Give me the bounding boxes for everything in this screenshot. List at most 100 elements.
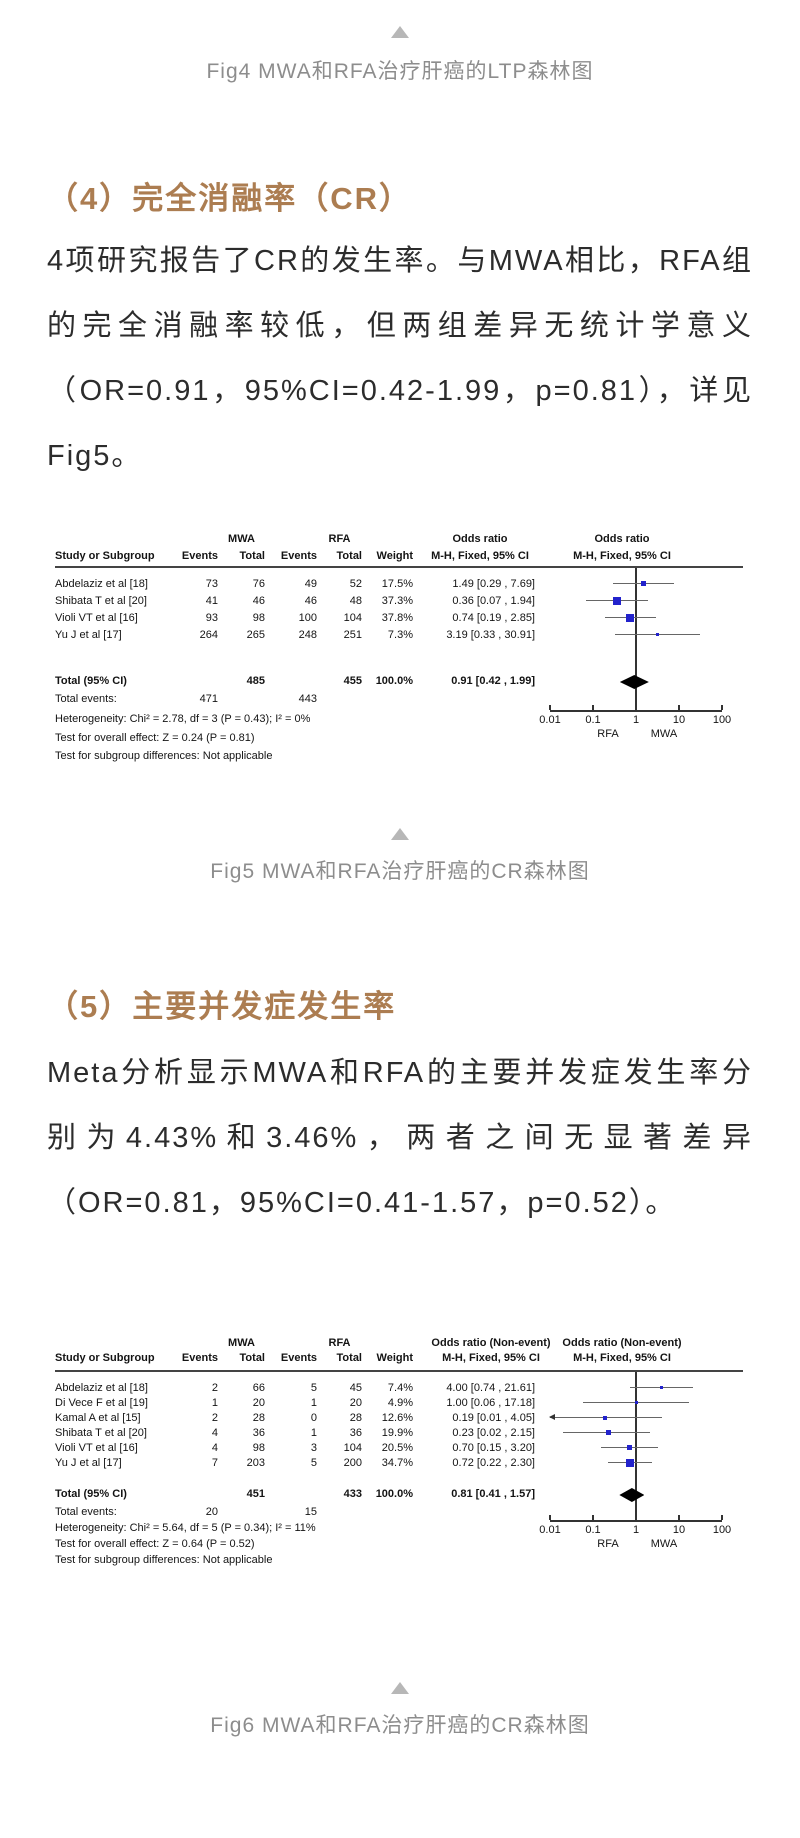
total-events-label: Total events: bbox=[55, 1506, 117, 1518]
triangle-up-icon bbox=[391, 1682, 409, 1694]
row-weight: 20.5% bbox=[381, 1442, 413, 1454]
total-events2: 15 bbox=[304, 1506, 317, 1518]
total-total1: 451 bbox=[246, 1488, 265, 1500]
row-weight: 7.3% bbox=[387, 629, 413, 641]
row-events1: 73 bbox=[205, 578, 218, 590]
row-weight: 37.3% bbox=[381, 595, 413, 607]
heterogeneity-text: Heterogeneity: Chi² = 2.78, df = 3 (P = … bbox=[55, 713, 311, 725]
effect-square bbox=[656, 633, 660, 636]
plot-effect-subheader: M-H, Fixed, 95% CI bbox=[573, 550, 671, 562]
row-events2: 5 bbox=[310, 1382, 317, 1394]
row-study: Abdelaziz et al [18] bbox=[55, 578, 148, 590]
row-total2: 200 bbox=[343, 1457, 362, 1469]
effect-header: Odds ratio bbox=[452, 533, 508, 545]
effect-subheader: M-H, Fixed, 95% CI bbox=[431, 550, 529, 562]
row-events2: 46 bbox=[304, 595, 317, 607]
row-total1: 98 bbox=[252, 1442, 265, 1454]
total1-header: Total bbox=[239, 550, 265, 562]
effect-square bbox=[606, 1430, 612, 1435]
axis-left-group-label: RFA bbox=[597, 728, 619, 740]
x-axis-tick bbox=[635, 1515, 637, 1520]
triangle-up-icon bbox=[391, 26, 409, 38]
total-total2: 455 bbox=[343, 675, 362, 687]
row-events1: 4 bbox=[211, 1442, 218, 1454]
x-axis-tick bbox=[721, 1515, 723, 1520]
x-axis-tick-label: 100 bbox=[712, 1524, 732, 1536]
events1-header: Events bbox=[181, 1352, 218, 1364]
row-total2: 28 bbox=[349, 1412, 362, 1424]
row-events1: 1 bbox=[211, 1397, 218, 1409]
total-weight: 100.0% bbox=[375, 1488, 413, 1500]
plot-effect-header: Odds ratio bbox=[594, 533, 650, 545]
x-axis-tick bbox=[549, 1515, 551, 1520]
x-axis-tick-label: 0.1 bbox=[585, 714, 601, 726]
events2-header: Events bbox=[280, 1352, 317, 1364]
row-total2: 36 bbox=[349, 1427, 362, 1439]
study-header: Study or Subgroup bbox=[55, 550, 155, 562]
total-weight: 100.0% bbox=[375, 675, 413, 687]
x-axis-tick-label: 100 bbox=[712, 714, 732, 726]
x-axis-tick bbox=[549, 705, 551, 710]
row-events1: 2 bbox=[211, 1412, 218, 1424]
row-effect-label: 0.74 [0.19 , 2.85] bbox=[452, 612, 535, 624]
group2-header: RFA bbox=[328, 1337, 351, 1349]
plot-effect-subheader: M-H, Fixed, 95% CI bbox=[573, 1352, 671, 1364]
section-4-heading: （4）完全消融率（CR） bbox=[47, 180, 413, 216]
row-study: Shibata T et al [20] bbox=[55, 1427, 147, 1439]
x-axis-tick-label: 0.01 bbox=[539, 1524, 561, 1536]
axis-center-line bbox=[635, 568, 637, 710]
row-total2: 104 bbox=[343, 612, 362, 624]
row-study: Yu J et al [17] bbox=[55, 1457, 122, 1469]
total-diamond bbox=[619, 1488, 645, 1502]
row-events2: 1 bbox=[310, 1427, 317, 1439]
row-events1: 2 bbox=[211, 1382, 218, 1394]
effect-square bbox=[625, 1458, 634, 1467]
x-axis-tick-label: 0.1 bbox=[585, 1524, 601, 1536]
row-weight: 37.8% bbox=[381, 612, 413, 624]
section-5-heading: （5）主要并发症发生率 bbox=[47, 988, 397, 1024]
total-effect-label: 0.81 [0.41 , 1.57] bbox=[451, 1488, 535, 1500]
axis-right-group-label: MWA bbox=[650, 728, 678, 740]
row-effect-label: 1.49 [0.29 , 7.69] bbox=[452, 578, 535, 590]
row-study: Yu J et al [17] bbox=[55, 629, 122, 641]
row-effect-label: 4.00 [0.74 , 21.61] bbox=[446, 1382, 535, 1394]
events1-header: Events bbox=[181, 550, 218, 562]
row-total1: 76 bbox=[252, 578, 265, 590]
total-diamond bbox=[619, 675, 649, 689]
axis-center-line bbox=[635, 1372, 637, 1520]
row-weight: 19.9% bbox=[381, 1427, 413, 1439]
x-axis-tick-label: 10 bbox=[672, 1524, 686, 1536]
total-effect-label: 0.91 [0.42 , 1.99] bbox=[451, 675, 535, 687]
effect-square bbox=[626, 1445, 632, 1450]
row-effect-label: 3.19 [0.33 , 30.91] bbox=[446, 629, 535, 641]
row-total2: 52 bbox=[349, 578, 362, 590]
row-events2: 1 bbox=[310, 1397, 317, 1409]
row-total1: 36 bbox=[252, 1427, 265, 1439]
effect-square bbox=[634, 1401, 638, 1404]
total-events1: 20 bbox=[205, 1506, 218, 1518]
weight-header: Weight bbox=[376, 550, 413, 562]
row-total1: 20 bbox=[252, 1397, 265, 1409]
row-total2: 20 bbox=[349, 1397, 362, 1409]
row-effect-label: 0.19 [0.01 , 4.05] bbox=[452, 1412, 535, 1424]
row-total2: 104 bbox=[343, 1442, 362, 1454]
row-events1: 4 bbox=[211, 1427, 218, 1439]
x-axis-tick bbox=[592, 705, 594, 710]
total1-header: Total bbox=[239, 1352, 265, 1364]
row-total1: 46 bbox=[252, 595, 265, 607]
group1-header: MWA bbox=[228, 1337, 255, 1349]
total-label: Total (95% CI) bbox=[55, 675, 127, 687]
row-events2: 100 bbox=[298, 612, 317, 624]
row-effect-label: 0.23 [0.02 , 2.15] bbox=[452, 1427, 535, 1439]
row-total1: 28 bbox=[252, 1412, 265, 1424]
effect-square bbox=[626, 613, 635, 622]
forest-plot-fig5: MWA RFA Odds ratio Odds ratio Study or Subgr… bbox=[50, 525, 750, 770]
row-weight: 17.5% bbox=[381, 578, 413, 590]
x-axis-tick-label: 1 bbox=[632, 714, 640, 726]
row-effect-label: 0.70 [0.15 , 3.20] bbox=[452, 1442, 535, 1454]
fig6-caption: Fig6 MWA和RFA治疗肝癌的CR森林图 bbox=[210, 1714, 590, 1737]
row-events2: 0 bbox=[310, 1412, 317, 1424]
row-total2: 48 bbox=[349, 595, 362, 607]
subgroup-diff-text: Test for subgroup differences: Not appli… bbox=[55, 1554, 273, 1566]
x-axis-line bbox=[550, 710, 722, 712]
